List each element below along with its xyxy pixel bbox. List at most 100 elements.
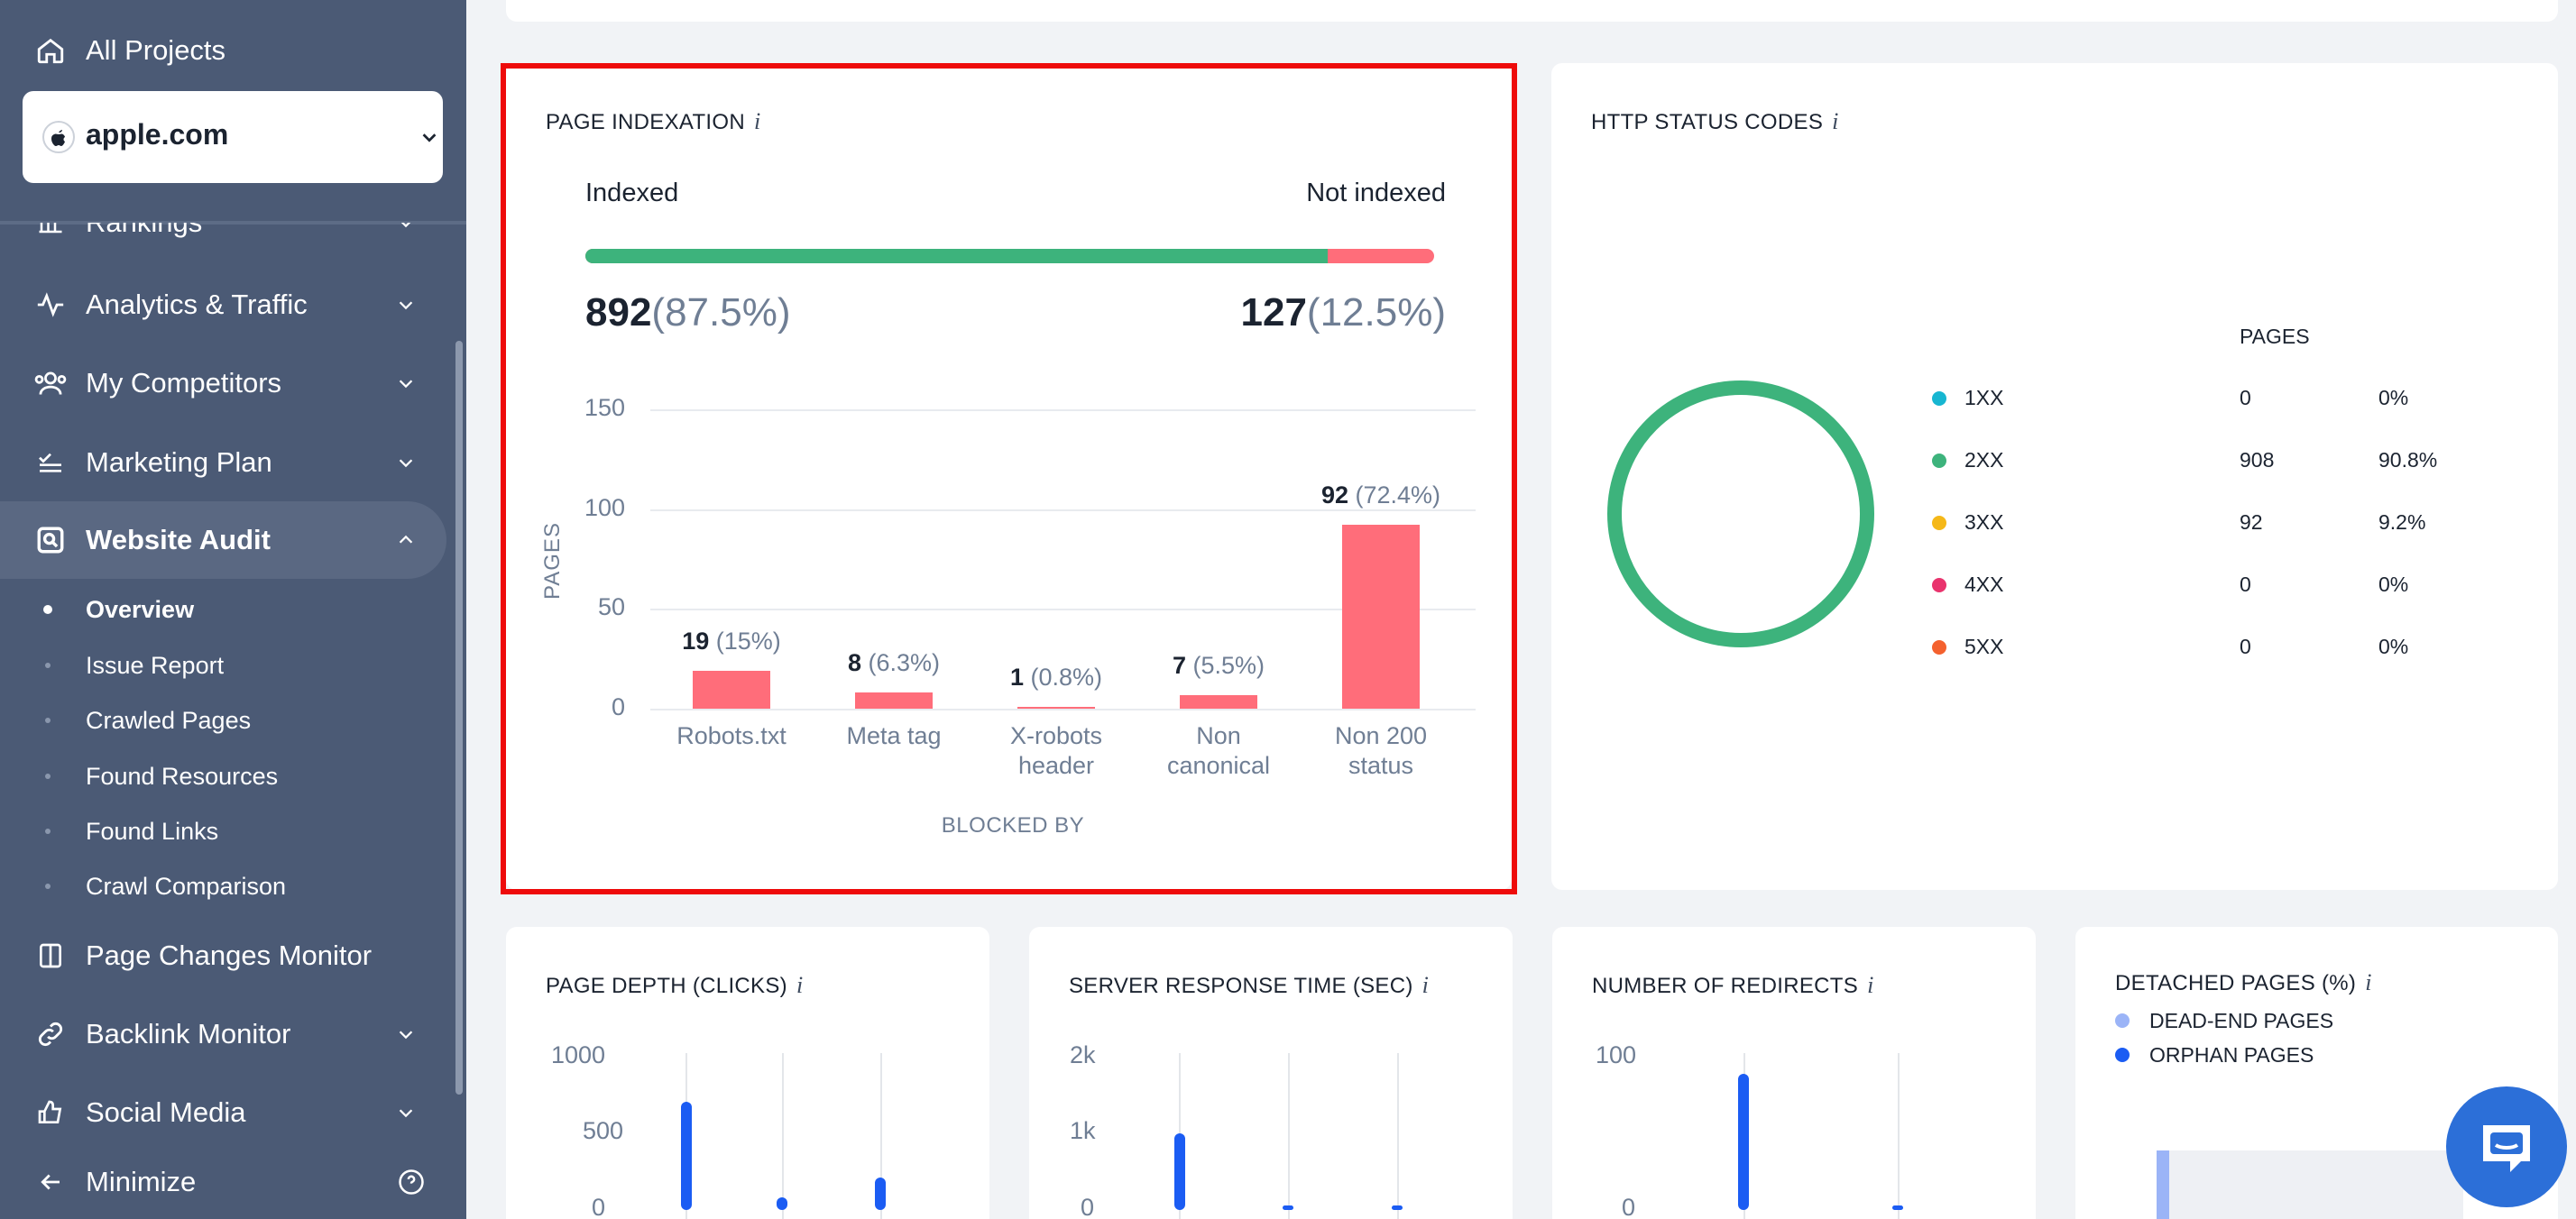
sub-item-overview[interactable]: Overview xyxy=(0,584,466,635)
bullet-icon xyxy=(45,718,51,723)
sidebar-divider xyxy=(0,223,466,225)
y-tick: 500 xyxy=(583,1117,624,1144)
bar-robots-txt[interactable] xyxy=(693,670,770,709)
nav-all-projects[interactable]: All Projects xyxy=(0,12,466,89)
card-title-text: DETACHED PAGES (%) xyxy=(2115,971,2357,995)
sub-item-label: Found Resources xyxy=(86,762,279,790)
info-icon[interactable]: i xyxy=(1832,108,1839,134)
x-tick-label: X-robots header xyxy=(1009,722,1103,779)
status-percent-value: 0% xyxy=(2378,386,2409,409)
sub-item-label: Crawl Comparison xyxy=(86,872,287,900)
status-pages-value: 92 xyxy=(2240,510,2263,534)
nav-social-media[interactable]: Social Media xyxy=(0,1074,466,1151)
card-title-text: HTTP STATUS CODES xyxy=(1591,110,1824,134)
nav-website-audit[interactable]: Website Audit xyxy=(0,501,466,579)
depth-bar xyxy=(681,1102,692,1210)
indexed-count: 892 xyxy=(585,290,652,335)
minimize-label: Minimize xyxy=(86,1166,197,1197)
nav-my-competitors[interactable]: My Competitors xyxy=(0,344,466,422)
nav-backlink-monitor[interactable]: Backlink Monitor xyxy=(0,995,466,1073)
bar-non-200-status[interactable] xyxy=(1342,525,1420,709)
gridline xyxy=(650,609,1476,611)
status-pages-value: 0 xyxy=(2240,635,2251,658)
y-tick: 0 xyxy=(1622,1194,1636,1219)
sidebar-scrollbar[interactable] xyxy=(455,341,463,1095)
status-pages-value: 908 xyxy=(2240,448,2275,472)
sub-item-crawl-comparison[interactable]: Crawl Comparison xyxy=(0,861,466,912)
redirects-bar xyxy=(1892,1205,1903,1210)
sub-item-label: Found Links xyxy=(86,817,219,845)
nav-label: Marketing Plan xyxy=(86,446,272,478)
bullet-icon xyxy=(45,884,51,889)
gridline xyxy=(880,1053,882,1219)
info-icon[interactable]: i xyxy=(2365,969,2372,995)
card-title-text: PAGE DEPTH (CLICKS) xyxy=(546,974,787,998)
sub-item-issue-report[interactable]: Issue Report xyxy=(0,640,466,691)
info-icon[interactable]: i xyxy=(796,972,804,998)
status-pages-value: 0 xyxy=(2240,386,2251,409)
redirects-bar xyxy=(1738,1074,1749,1210)
sub-item-found-links[interactable]: Found Links xyxy=(0,806,466,857)
status-percent-value: 0% xyxy=(2378,635,2409,658)
minimize-bar: Minimize xyxy=(0,1145,466,1219)
x-axis-label: BLOCKED BY xyxy=(941,813,1085,838)
x-tick-label: Non canonical xyxy=(1166,722,1271,779)
y-tick: 0 xyxy=(592,1194,606,1219)
nav-page-changes-monitor[interactable]: Page Changes Monitor xyxy=(0,917,466,994)
card-title: PAGE DEPTH (CLICKS) i xyxy=(546,972,804,999)
help-icon[interactable] xyxy=(397,1168,426,1196)
link-icon xyxy=(32,1016,69,1052)
gridline xyxy=(1288,1053,1290,1219)
y-tick: 100 xyxy=(1596,1041,1637,1068)
http-status-card: HTTP STATUS CODES i PAGES 1XX 0 0% 2XX 908 90.… xyxy=(1551,63,2558,890)
card-title-text: NUMBER OF REDIRECTS xyxy=(1592,974,1859,998)
status-code-label: 1XX xyxy=(1964,386,2004,409)
arrow-left-icon xyxy=(32,1164,69,1200)
info-icon[interactable]: i xyxy=(1421,972,1430,998)
card-title: HTTP STATUS CODES i xyxy=(1591,108,1839,135)
x-tick-label: Robots.txt xyxy=(676,722,787,749)
bar-meta-tag[interactable] xyxy=(855,692,933,709)
info-icon[interactable]: i xyxy=(1867,972,1874,998)
nav-label: Website Audit xyxy=(86,524,271,555)
gridline xyxy=(650,509,1476,511)
bar-x-robots-header[interactable] xyxy=(1017,706,1095,709)
status-code-label: 5XX xyxy=(1964,635,2004,658)
pages-header: PAGES xyxy=(2240,325,2310,348)
sub-item-found-resources[interactable]: Found Resources xyxy=(0,751,466,802)
sidebar-divider xyxy=(0,221,466,223)
gridline xyxy=(1397,1053,1399,1219)
audit-icon xyxy=(32,522,69,558)
y-tick: 2k xyxy=(1070,1041,1096,1068)
nav-marketing-plan[interactable]: Marketing Plan xyxy=(0,424,466,501)
detached-chart-area xyxy=(2157,1150,2463,1219)
columns-icon xyxy=(32,938,69,974)
depth-bar xyxy=(777,1197,787,1210)
http-donut-chart xyxy=(1607,380,1874,647)
sidebar: All Projects apple.com Rankings Analytic… xyxy=(0,0,466,1219)
not-indexed-label: Not indexed xyxy=(1306,179,1446,207)
indexed-percent: (87.5%) xyxy=(651,290,791,335)
gridline xyxy=(1898,1053,1900,1219)
nav-label: Page Changes Monitor xyxy=(86,939,373,971)
status-code-label: 2XX xyxy=(1964,448,2004,472)
users-icon xyxy=(32,365,69,401)
nav-label: My Competitors xyxy=(86,367,282,399)
info-icon[interactable]: i xyxy=(753,108,761,134)
bullet-icon xyxy=(43,605,52,614)
sub-item-crawled-pages[interactable]: Crawled Pages xyxy=(0,695,466,746)
nav-analytics-traffic[interactable]: Analytics & Traffic xyxy=(0,266,466,344)
active-item-bg xyxy=(0,501,446,579)
project-selector[interactable]: apple.com xyxy=(23,91,443,183)
nav-label: All Projects xyxy=(86,34,226,66)
chat-button[interactable] xyxy=(2446,1086,2567,1207)
gridline xyxy=(650,709,1476,710)
not-indexed-value: 127(12.5%) xyxy=(1241,290,1447,335)
sub-item-label: Overview xyxy=(86,595,195,623)
legend-dot-1xx xyxy=(1932,391,1946,406)
blocked-by-chart: 150 100 50 0 19 (15%) Robots.txt 8 (6.3%) Meta … xyxy=(506,63,1512,890)
bar-value-label: 19 (15%) xyxy=(682,627,781,655)
chevron-up-icon xyxy=(394,528,418,552)
minimize-button[interactable]: Minimize xyxy=(0,1145,466,1219)
bar-non-canonical[interactable] xyxy=(1180,694,1257,709)
